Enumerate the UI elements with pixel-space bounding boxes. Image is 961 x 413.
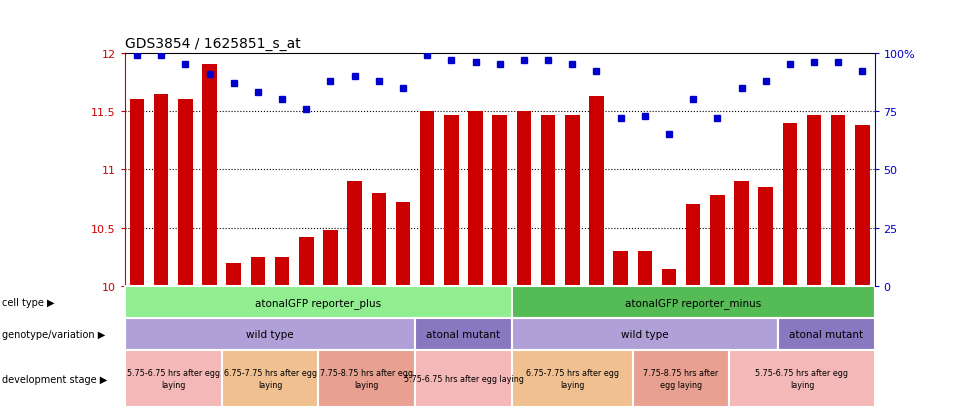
Bar — [777, 318, 875, 351]
Bar — [565, 115, 579, 287]
Bar — [444, 115, 458, 287]
Bar — [782, 123, 797, 287]
Bar — [318, 351, 415, 407]
Text: atonalGFP reporter_minus: atonalGFP reporter_minus — [625, 297, 761, 308]
Text: 5.75-6.75 hrs after egg laying: 5.75-6.75 hrs after egg laying — [404, 374, 524, 383]
Bar — [125, 318, 415, 351]
Text: wild type: wild type — [621, 330, 669, 339]
Text: atonal mutant: atonal mutant — [427, 330, 501, 339]
Text: 6.75-7.75 hrs after egg
laying: 6.75-7.75 hrs after egg laying — [526, 368, 619, 389]
Bar — [512, 287, 875, 318]
Bar — [275, 257, 289, 287]
Text: cell type ▶: cell type ▶ — [2, 297, 55, 307]
Bar — [512, 351, 632, 407]
Bar — [637, 252, 653, 287]
Bar — [125, 351, 222, 407]
Bar — [154, 95, 168, 287]
Bar — [662, 269, 677, 287]
Text: 5.75-6.75 hrs after egg
laying: 5.75-6.75 hrs after egg laying — [755, 368, 849, 389]
Bar — [227, 263, 241, 287]
Bar — [613, 252, 628, 287]
Bar — [372, 193, 386, 287]
Bar — [251, 257, 265, 287]
Bar — [415, 351, 512, 407]
Text: genotype/variation ▶: genotype/variation ▶ — [2, 330, 105, 339]
Bar — [512, 318, 777, 351]
Text: atonal mutant: atonal mutant — [789, 330, 863, 339]
Text: 6.75-7.75 hrs after egg
laying: 6.75-7.75 hrs after egg laying — [224, 368, 316, 389]
Text: 7.75-8.75 hrs after
egg laying: 7.75-8.75 hrs after egg laying — [644, 368, 719, 389]
Text: 5.75-6.75 hrs after egg
laying: 5.75-6.75 hrs after egg laying — [127, 368, 220, 389]
Bar — [729, 351, 875, 407]
Bar — [222, 351, 318, 407]
Bar — [686, 205, 701, 287]
Bar — [758, 188, 773, 287]
Bar — [855, 126, 870, 287]
Bar — [710, 196, 725, 287]
Bar — [203, 65, 217, 287]
Bar — [323, 230, 337, 287]
Bar — [468, 112, 482, 287]
Bar — [299, 237, 313, 287]
Bar — [831, 115, 846, 287]
Bar — [492, 115, 507, 287]
Text: GDS3854 / 1625851_s_at: GDS3854 / 1625851_s_at — [125, 37, 301, 51]
Bar — [415, 318, 512, 351]
Bar — [807, 115, 822, 287]
Bar — [178, 100, 192, 287]
Bar — [347, 182, 362, 287]
Bar — [130, 100, 144, 287]
Text: atonalGFP reporter_plus: atonalGFP reporter_plus — [256, 297, 382, 308]
Bar — [589, 97, 604, 287]
Text: 7.75-8.75 hrs after egg
laying: 7.75-8.75 hrs after egg laying — [320, 368, 413, 389]
Bar — [517, 112, 531, 287]
Text: wild type: wild type — [246, 330, 294, 339]
Bar — [541, 115, 555, 287]
Bar — [420, 112, 434, 287]
Bar — [396, 203, 410, 287]
Bar — [632, 351, 729, 407]
Text: development stage ▶: development stage ▶ — [2, 374, 108, 384]
Bar — [125, 287, 512, 318]
Bar — [734, 182, 749, 287]
